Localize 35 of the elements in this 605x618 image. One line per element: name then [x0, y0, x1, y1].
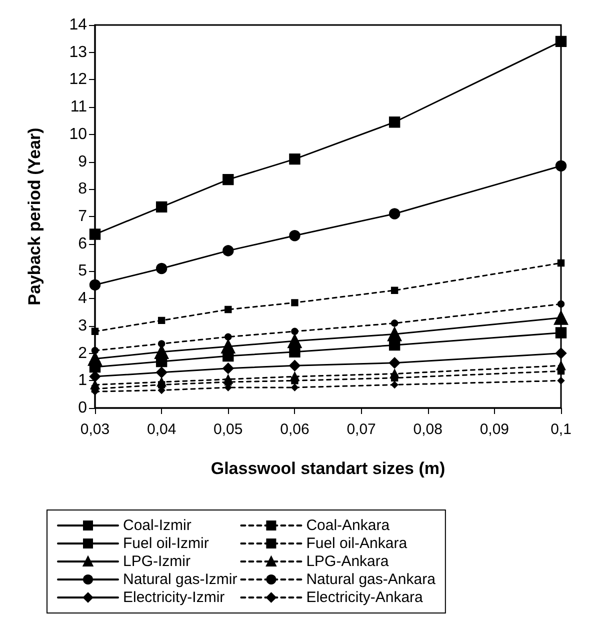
legend-label: Electricity-Ankara — [306, 589, 424, 606]
y-axis-title: Payback period (Year) — [25, 128, 44, 306]
x-tick-label: 0,04 — [146, 421, 176, 438]
legend-label: Fuel oil-Izmir — [123, 535, 209, 552]
x-tick-label: 0,09 — [480, 421, 510, 438]
y-tick-label: 14 — [69, 16, 88, 34]
x-tick-label: 0,03 — [80, 421, 110, 438]
x-tick-label: 0,06 — [280, 421, 310, 438]
legend-label: Natural gas-Izmir — [123, 571, 238, 588]
x-axis-title: Glasswool standart sizes (m) — [210, 459, 446, 478]
y-tick-label: 13 — [69, 44, 88, 61]
x-tick-label: 0,05 — [214, 421, 243, 438]
legend-label: LPG-Ankara — [306, 553, 390, 570]
y-tick-label: 10 — [69, 126, 88, 143]
x-tick-label: 0,08 — [413, 421, 442, 438]
legend-label: Electricity-Izmir — [123, 589, 225, 606]
y-tick-label: 6 — [78, 235, 88, 252]
x-tick-label: 0,1 — [550, 421, 572, 438]
y-tick-label: 0 — [78, 400, 88, 416]
legend-label: LPG-Izmir — [123, 553, 191, 570]
x-tick-label: 0,07 — [346, 421, 376, 438]
legend-label: Fuel oil-Ankara — [306, 535, 408, 552]
y-tick-label: 9 — [78, 153, 88, 170]
y-tick-label: 1 — [78, 372, 88, 390]
legend-label: Natural gas-Ankara — [306, 571, 436, 588]
y-tick-label: 3 — [78, 317, 88, 334]
legend-label: Coal-Izmir — [123, 517, 192, 534]
legend-label: Coal-Ankara — [306, 517, 390, 534]
y-tick-label: 8 — [78, 180, 88, 198]
y-tick-label: 7 — [78, 208, 88, 225]
y-tick-label: 11 — [70, 98, 88, 116]
y-tick-label: 2 — [78, 344, 88, 362]
y-tick-label: 4 — [78, 290, 88, 308]
y-tick-label: 5 — [78, 262, 88, 280]
y-tick-label: 12 — [69, 71, 88, 88]
